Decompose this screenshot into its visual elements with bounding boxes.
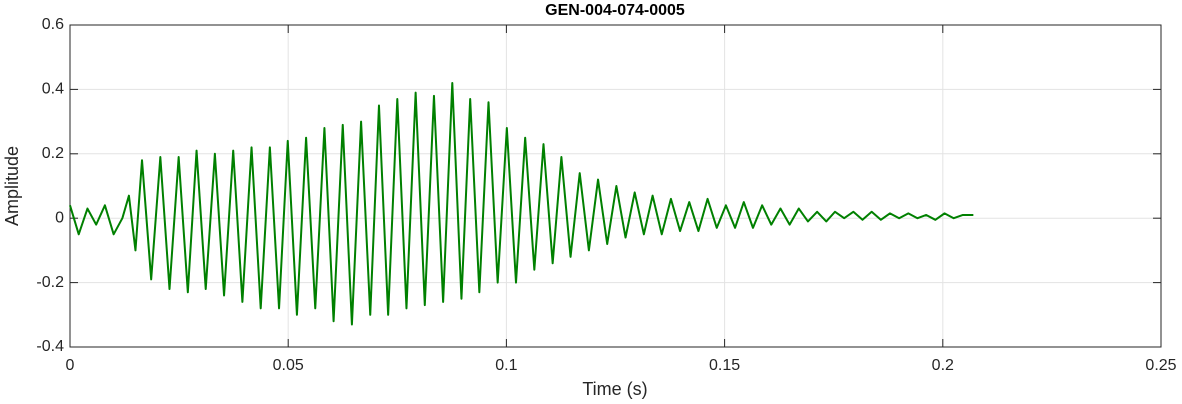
x-tick-label: 0 — [66, 357, 75, 374]
y-tick-label: 0 — [55, 209, 64, 226]
y-tick-label: 0.2 — [42, 145, 64, 162]
axes-box — [69, 24, 1162, 348]
x-tick-label: 0.25 — [1145, 357, 1176, 374]
y-tick-label: 0.6 — [42, 16, 64, 33]
y-tick-label: 0.4 — [42, 81, 64, 98]
x-tick-label: 0.05 — [273, 357, 304, 374]
waveform-line — [69, 81, 974, 326]
x-tick-label: 0.2 — [932, 357, 954, 374]
x-tick-label: 0.1 — [495, 357, 517, 374]
y-axis-label: Amplitude — [2, 146, 22, 226]
x-tick-label: 0.15 — [709, 357, 740, 374]
y-tick-label: -0.2 — [36, 274, 64, 291]
chart-title: GEN-004-074-0005 — [545, 2, 685, 19]
y-tick-label: -0.4 — [36, 338, 64, 355]
x-axis-label: Time (s) — [582, 379, 647, 399]
